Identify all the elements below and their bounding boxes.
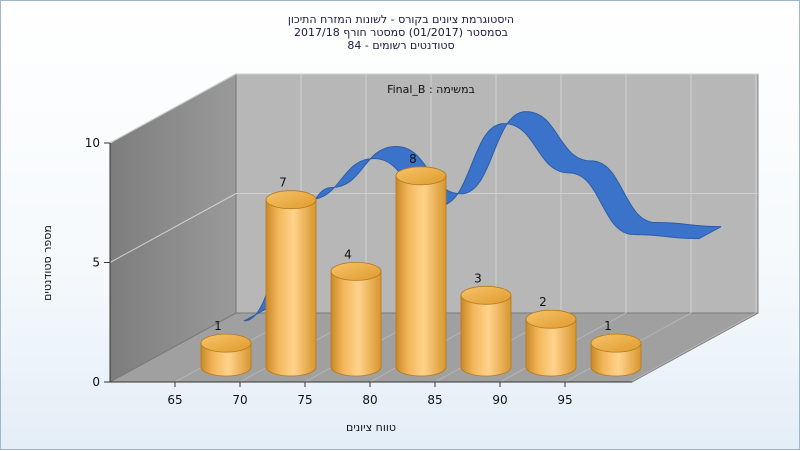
bar — [590, 333, 642, 377]
x-tick-label: 80 — [362, 393, 377, 407]
bar-value-label: 1 — [604, 319, 612, 333]
bar — [265, 190, 317, 377]
chart-annotation: במשימה : Final_B — [387, 83, 475, 96]
x-tick-label: 95 — [557, 393, 572, 407]
bars — [200, 166, 642, 377]
bar-value-label: 3 — [474, 271, 482, 285]
bar-value-label: 1 — [214, 319, 222, 333]
chart-title-line-1: היסטוגרמת ציונים בקורס - לשונות המזרח הת… — [287, 13, 515, 26]
bar — [460, 285, 512, 377]
y-tick-label: 0 — [92, 375, 100, 389]
labels: 1 7 4 8 3 2 1 — [214, 152, 612, 333]
bar-top — [395, 166, 447, 186]
grid-line-floor — [629, 312, 757, 383]
axes: 0 5 10 65 70 75 80 85 90 95 — [85, 136, 632, 407]
chart-title-line-2: בסמסטר (01/2017) סמסטר חורף 2017/18 — [294, 26, 508, 39]
bar-top — [330, 261, 382, 281]
y-tick-label: 5 — [92, 256, 100, 270]
bar-body — [395, 175, 447, 377]
fit-curve-ribbon — [243, 111, 722, 322]
curve-layer — [243, 111, 722, 322]
bar-body — [330, 271, 382, 377]
x-tick-label: 75 — [297, 393, 312, 407]
x-tick-label: 90 — [492, 393, 507, 407]
x-axis-label: טווח ציונים — [346, 421, 396, 434]
bar-body — [525, 318, 577, 377]
bar-top — [200, 333, 252, 353]
bar — [330, 261, 382, 377]
chart-title-line-3: סטודנטים רשומים - 84 — [347, 39, 455, 52]
bar-top — [525, 309, 577, 329]
bar — [200, 333, 252, 377]
bar-value-label: 2 — [539, 295, 547, 309]
bar-top — [460, 285, 512, 305]
bar-top — [265, 190, 317, 210]
bar-value-label: 7 — [279, 176, 287, 190]
x-tick-label: 70 — [232, 393, 247, 407]
bar — [395, 166, 447, 377]
bar-body — [460, 294, 512, 377]
x-tick-label: 85 — [427, 393, 442, 407]
bar-top — [590, 333, 642, 353]
grid-line-side — [109, 193, 237, 263]
x-tick-label: 65 — [167, 393, 182, 407]
y-tick-label: 10 — [85, 136, 100, 150]
bar-body — [265, 199, 317, 377]
bar — [525, 309, 577, 377]
y-axis-label: מספר סטודנטים — [41, 225, 54, 301]
grid-line-side — [109, 73, 237, 144]
bar-value-label: 8 — [409, 152, 417, 166]
bar-value-label: 4 — [344, 247, 352, 261]
